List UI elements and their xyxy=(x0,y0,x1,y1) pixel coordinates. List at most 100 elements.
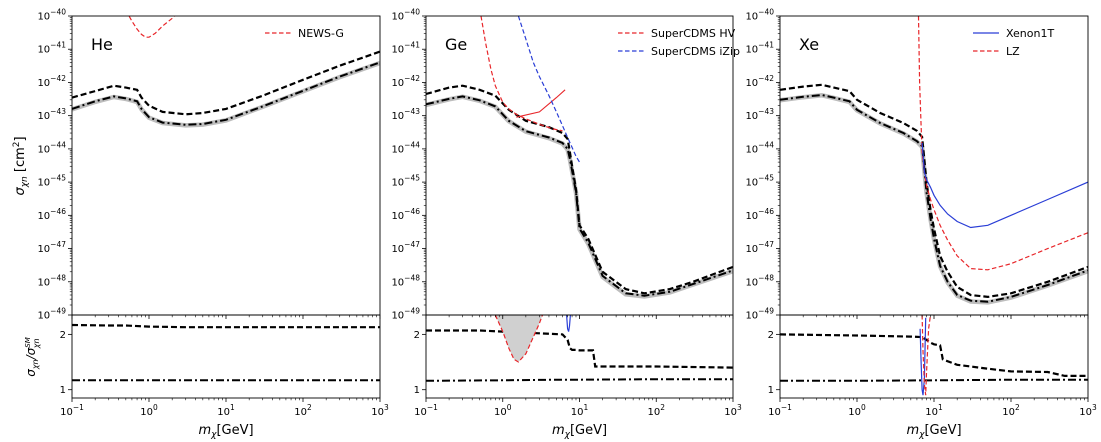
series-line-black-dashdot xyxy=(426,95,733,297)
series-line-red-solid xyxy=(516,89,566,118)
y-tick-label: 10−42 xyxy=(391,74,420,89)
x-tick-label: 100 xyxy=(494,403,512,418)
y-tick-label: 10−43 xyxy=(37,107,66,122)
plot-frame-ratio xyxy=(425,314,734,399)
plot-frame-top xyxy=(779,15,1089,316)
ratio-line-black-dashdot xyxy=(780,378,1088,382)
y-tick-label: 10−45 xyxy=(391,174,420,189)
panel-xe: 10−1 100 101 102 103 10−40 10−41 10−42 10−43 10−4… xyxy=(745,8,1097,441)
y-tick-label: 10−48 xyxy=(745,273,774,288)
legend-label: NEWS-G xyxy=(298,27,344,40)
x-tick-label: 101 xyxy=(217,403,235,418)
x-axis-label: mχ[GeV] xyxy=(198,423,253,440)
y-tick-label: 10−42 xyxy=(37,74,66,89)
x-tick-label: 100 xyxy=(848,403,866,418)
ratio-y-tick-label: 2 xyxy=(414,330,420,341)
ratio-line-black-dashdot xyxy=(426,378,733,382)
legend-label: Xenon1T xyxy=(1006,27,1054,40)
y-tick-label: 10−41 xyxy=(37,41,66,56)
panel-label-he: He xyxy=(91,35,113,54)
series-line-gray-band xyxy=(780,93,1088,305)
plot-frame-top xyxy=(71,15,381,316)
series-line-xenon1t xyxy=(921,142,1088,229)
series-line-black-dashed xyxy=(72,50,380,116)
y-tick-label: 10−46 xyxy=(745,207,774,222)
series-group-ratio xyxy=(72,323,380,382)
ratio-y-tick-label: 1 xyxy=(60,385,66,396)
legend-label: SuperCDMS iZip xyxy=(651,45,740,58)
ratio-y-tick-label: 1 xyxy=(768,385,774,396)
y-tick-label: 10−44 xyxy=(37,140,66,155)
ratio-line-black-dashed xyxy=(780,333,1088,377)
y-tick-label: 10−48 xyxy=(391,273,420,288)
x-tick-label: 103 xyxy=(724,403,742,418)
series-line-black-dashed xyxy=(426,84,733,295)
y-tick-label: 10−44 xyxy=(745,140,774,155)
panel-ge: 10−1 100 101 102 103 10−40 10−41 10−42 10−43 10−4… xyxy=(391,8,742,441)
y-tick-label: 10−40 xyxy=(391,8,420,23)
x-tick-label: 102 xyxy=(647,403,665,418)
y-tick-label: 10−41 xyxy=(391,41,420,56)
ratio-line-black-dashed xyxy=(72,323,380,329)
y-tick-label: 10−46 xyxy=(37,207,66,222)
legend: Xenon1T LZ xyxy=(973,27,1054,58)
plot-frame-ratio xyxy=(779,314,1089,399)
ratio-line-blue-solid xyxy=(919,317,927,396)
y-tick-label: 10−46 xyxy=(391,207,420,222)
ratio-y-tick-label: 2 xyxy=(768,330,774,341)
x-tick-label: 102 xyxy=(294,403,312,418)
x-tick-label: 103 xyxy=(371,403,389,418)
x-tick-label: 10−1 xyxy=(60,403,84,418)
legend-label: LZ xyxy=(1006,45,1020,58)
ratio-shaded-region xyxy=(495,315,543,362)
y-tick-label: 10−40 xyxy=(37,8,66,23)
y-tick-label: 10−45 xyxy=(745,174,774,189)
panel-he: 10−1 100 101 102 103 10−40 10−41 10−42 10−43 10−4… xyxy=(37,8,389,441)
y-tick-label: 10−45 xyxy=(37,174,66,189)
x-axis-label: mχ[GeV] xyxy=(906,423,961,440)
plot-frame-top xyxy=(425,15,734,316)
ratio-line-blue-solid xyxy=(566,315,571,332)
y-axis-label-ratio: σχn/σSMχn xyxy=(24,337,41,377)
ratio-y-tick-label: 2 xyxy=(60,330,66,341)
x-tick-label: 10−1 xyxy=(768,403,792,418)
x-tick-label: 102 xyxy=(1002,403,1020,418)
legend-label: SuperCDMS HV xyxy=(651,27,736,40)
x-tick-label: 100 xyxy=(140,403,158,418)
legend: SuperCDMS HV SuperCDMS iZip xyxy=(618,27,740,58)
y-tick-label: 10−43 xyxy=(391,107,420,122)
series-group-top xyxy=(426,16,733,299)
y-tick-label: 10−48 xyxy=(37,273,66,288)
series-line-gray-band xyxy=(426,94,733,299)
ratio-y-tick-label: 1 xyxy=(414,385,420,396)
series-line-black-dashdot xyxy=(72,61,380,126)
y-tick-label: 10−44 xyxy=(391,140,420,155)
x-tick-label: 101 xyxy=(925,403,943,418)
y-tick-label: 10−47 xyxy=(37,240,66,255)
series-line-black-dashdot xyxy=(780,93,1088,303)
ratio-line-black-dashed xyxy=(426,329,733,369)
series-line-news-g xyxy=(128,16,176,38)
y-tick-label: 10−47 xyxy=(745,240,774,255)
series-line-gray-band xyxy=(72,60,380,128)
y-tick-label: 10−47 xyxy=(391,240,420,255)
panel-label-xe: Xe xyxy=(799,35,819,54)
ratio-line-red-dashed-shaded xyxy=(494,315,544,363)
series-line-supercdms-hv xyxy=(480,16,563,132)
y-tick-label: 10−40 xyxy=(745,8,774,23)
x-tick-label: 10−1 xyxy=(414,403,438,418)
series-group-ratio xyxy=(426,315,733,382)
y-tick-label: 10−42 xyxy=(745,74,774,89)
series-line-lz xyxy=(917,16,1088,271)
y-tick-label: 10−49 xyxy=(37,307,66,322)
panel-label-ge: Ge xyxy=(445,35,467,54)
y-tick-label: 10−43 xyxy=(745,107,774,122)
y-tick-label: 10−49 xyxy=(745,307,774,322)
series-group-ratio xyxy=(780,315,1088,396)
series-group-top xyxy=(780,16,1088,305)
x-tick-label: 101 xyxy=(571,403,589,418)
y-axis-label-top: σχn [cm2] xyxy=(12,136,30,195)
legend: NEWS-G xyxy=(265,27,344,40)
series-line-black-dashed xyxy=(780,83,1088,299)
